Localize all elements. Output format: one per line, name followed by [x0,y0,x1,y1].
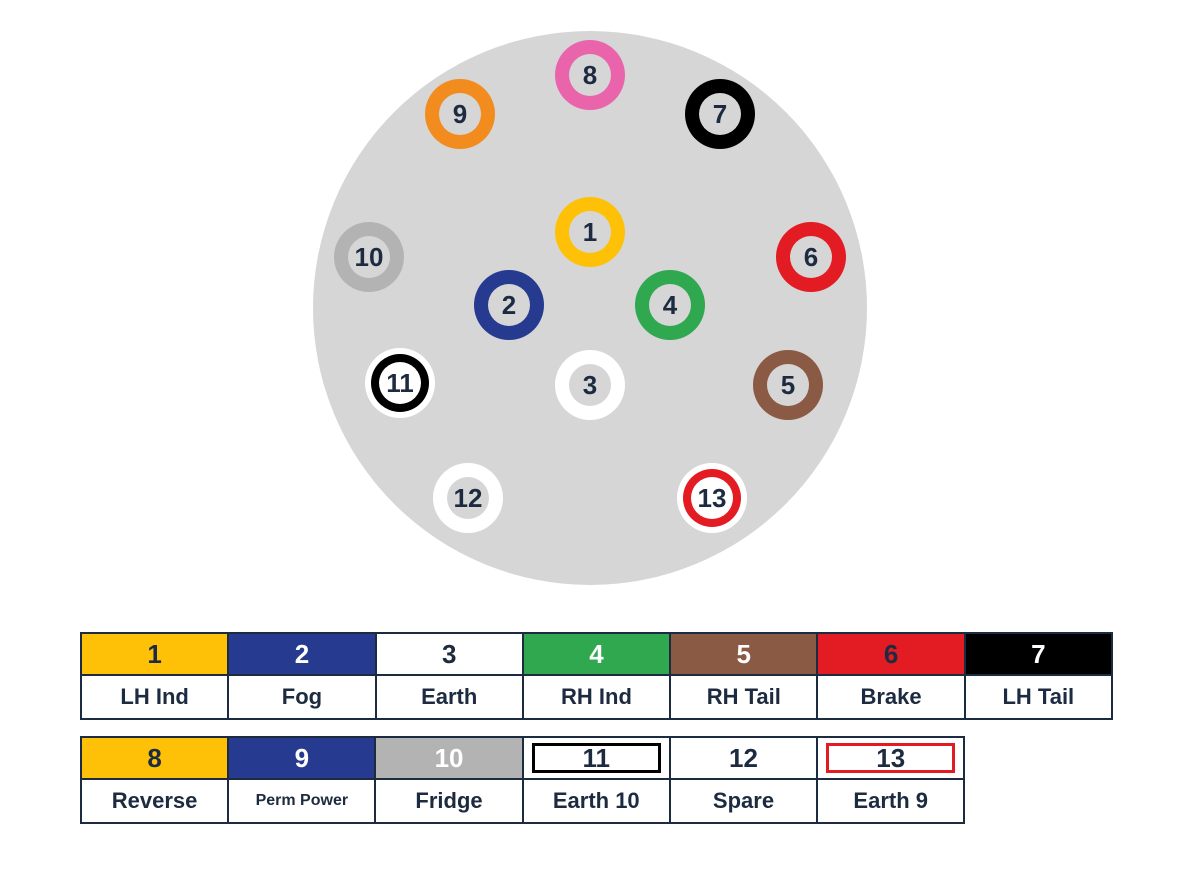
legend-num-12: 12 [669,736,818,780]
pin-1: 1 [555,197,625,267]
legend-label-9: Perm Power [227,778,376,824]
pin-label-11: 11 [379,362,421,404]
legend-label-6: Brake [816,674,965,720]
pin-label-13: 13 [691,477,733,519]
legend-label-8: Reverse [80,778,229,824]
pin-label-7: 7 [699,93,741,135]
legend-tables: 1234567 LH IndFogEarthRH IndRH TailBrake… [80,632,1113,824]
pin-4: 4 [635,270,705,340]
legend-row2-numbers: 8910111213 [80,736,965,780]
pin-label-10: 10 [348,236,390,278]
legend-num-8: 8 [80,736,229,780]
pin-label-2: 2 [488,284,530,326]
pin-label-6: 6 [790,236,832,278]
legend-num-11: 11 [522,736,671,780]
legend-num-2: 2 [227,632,376,676]
pin-10: 10 [334,222,404,292]
legend-num-1: 1 [80,632,229,676]
legend-num-7: 7 [964,632,1113,676]
legend-label-11: Earth 10 [522,778,671,824]
legend-num-5: 5 [669,632,818,676]
pin-11: 11 [365,348,435,418]
pin-3: 3 [555,350,625,420]
legend-num-13: 13 [816,736,965,780]
legend-label-2: Fog [227,674,376,720]
pin-label-9: 9 [439,93,481,135]
legend-num-9: 9 [227,736,376,780]
pin-7: 7 [685,79,755,149]
pin-label-12: 12 [447,477,489,519]
legend-label-13: Earth 9 [816,778,965,824]
legend-label-10: Fridge [374,778,523,824]
legend-label-12: Spare [669,778,818,824]
legend-label-3: Earth [375,674,524,720]
legend-num-10: 10 [374,736,523,780]
legend-row1-numbers: 1234567 [80,632,1113,676]
pin-label-5: 5 [767,364,809,406]
legend-label-5: RH Tail [669,674,818,720]
pin-13: 13 [677,463,747,533]
legend-label-4: RH Ind [522,674,671,720]
pin-label-8: 8 [569,54,611,96]
pin-5: 5 [753,350,823,420]
pin-8: 8 [555,40,625,110]
pin-label-1: 1 [569,211,611,253]
connector-diagram: 12345678910111213 [313,31,867,585]
pin-2: 2 [474,270,544,340]
pin-label-3: 3 [569,364,611,406]
legend-label-1: LH Ind [80,674,229,720]
pin-6: 6 [776,222,846,292]
legend-row1-labels: LH IndFogEarthRH IndRH TailBrakeLH Tail [80,676,1113,720]
legend-row2-labels: ReversePerm PowerFridgeEarth 10SpareEart… [80,780,965,824]
pin-9: 9 [425,79,495,149]
pin-12: 12 [433,463,503,533]
legend-num-3: 3 [375,632,524,676]
legend-num-6: 6 [816,632,965,676]
legend-num-4: 4 [522,632,671,676]
legend-label-7: LH Tail [964,674,1113,720]
pin-label-4: 4 [649,284,691,326]
